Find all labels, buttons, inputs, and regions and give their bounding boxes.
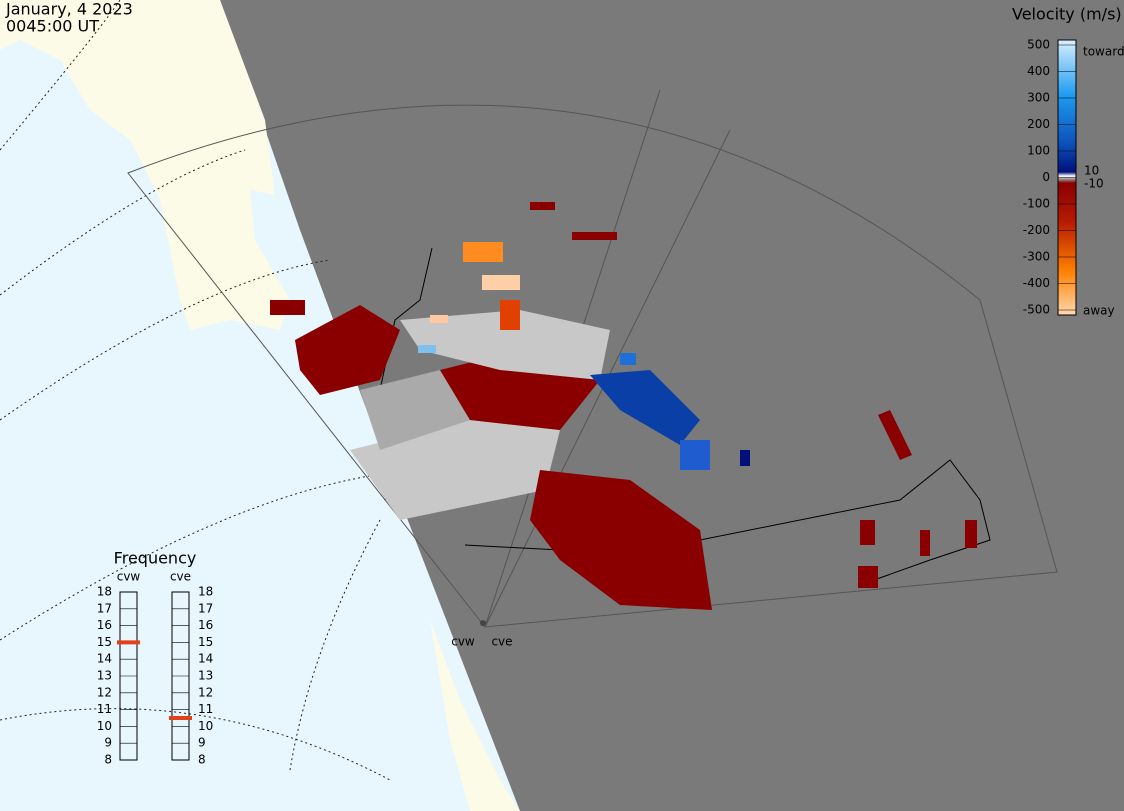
site-label: cve bbox=[491, 635, 512, 649]
frequency-tick-label: 14 bbox=[198, 652, 213, 666]
frequency-tick-label: 10 bbox=[97, 719, 112, 733]
velocity-tick-label: 200 bbox=[1027, 117, 1050, 131]
velocity-tick-label: -100 bbox=[1023, 197, 1050, 211]
frequency-tick-label: 17 bbox=[198, 601, 213, 615]
velocity-tick-label: -300 bbox=[1023, 250, 1050, 264]
velocity-tick-label: -200 bbox=[1023, 223, 1050, 237]
velocity-tick-label: 500 bbox=[1027, 38, 1050, 52]
frequency-tick-label: 16 bbox=[97, 618, 112, 632]
velocity-tick-label: -500 bbox=[1023, 303, 1050, 317]
velocity-tick-label: 300 bbox=[1027, 91, 1050, 105]
frequency-tick-label: 15 bbox=[198, 635, 213, 649]
site-marker bbox=[480, 620, 486, 626]
coast bbox=[430, 620, 520, 811]
frequency-tick-label: 11 bbox=[198, 702, 213, 716]
velocity-inner-tick-label: -10 bbox=[1084, 177, 1104, 191]
frequency-tick-label: 9 bbox=[104, 736, 112, 750]
velocity-tick-label: -400 bbox=[1023, 276, 1050, 290]
toward-label: toward bbox=[1083, 45, 1124, 59]
site-label: cvw bbox=[451, 635, 475, 649]
frequency-tick-label: 8 bbox=[198, 753, 206, 767]
radar-name: cvw bbox=[117, 570, 141, 584]
frequency-tick-label: 18 bbox=[198, 585, 213, 599]
frequency-title: Frequency bbox=[114, 549, 197, 568]
velocity-tick-label: 100 bbox=[1027, 144, 1050, 158]
frequency-tick-label: 12 bbox=[198, 685, 213, 699]
velocity-tick-label: 0 bbox=[1042, 170, 1050, 184]
legend-title: Velocity (m/s) bbox=[1012, 5, 1122, 24]
frequency-tick-label: 12 bbox=[97, 685, 112, 699]
frequency-tick-label: 15 bbox=[97, 635, 112, 649]
frequency-tick-label: 16 bbox=[198, 618, 213, 632]
frequency-tick-label: 8 bbox=[104, 753, 112, 767]
frequency-tick-label: 9 bbox=[198, 736, 206, 750]
frequency-tick-label: 17 bbox=[97, 601, 112, 615]
frequency-tick-label: 13 bbox=[198, 669, 213, 683]
frequency-tick-label: 11 bbox=[97, 702, 112, 716]
radar-echoes bbox=[270, 202, 977, 610]
alaska bbox=[0, 0, 290, 330]
frequency-tick-label: 10 bbox=[198, 719, 213, 733]
frequency-tick-label: 14 bbox=[97, 652, 112, 666]
radar-name: cve bbox=[170, 570, 191, 584]
frequency-tick-label: 13 bbox=[97, 669, 112, 683]
away-label: away bbox=[1083, 304, 1115, 318]
time: 0045:00 UT bbox=[6, 17, 99, 36]
date: January, 4 2023 bbox=[5, 0, 133, 19]
velocity-inner-tick-label: 10 bbox=[1084, 163, 1099, 177]
ocean bbox=[0, 0, 520, 811]
velocity-tick-label: 400 bbox=[1027, 64, 1050, 78]
graticule bbox=[0, 0, 421, 781]
frequency-tick-label: 18 bbox=[97, 585, 112, 599]
